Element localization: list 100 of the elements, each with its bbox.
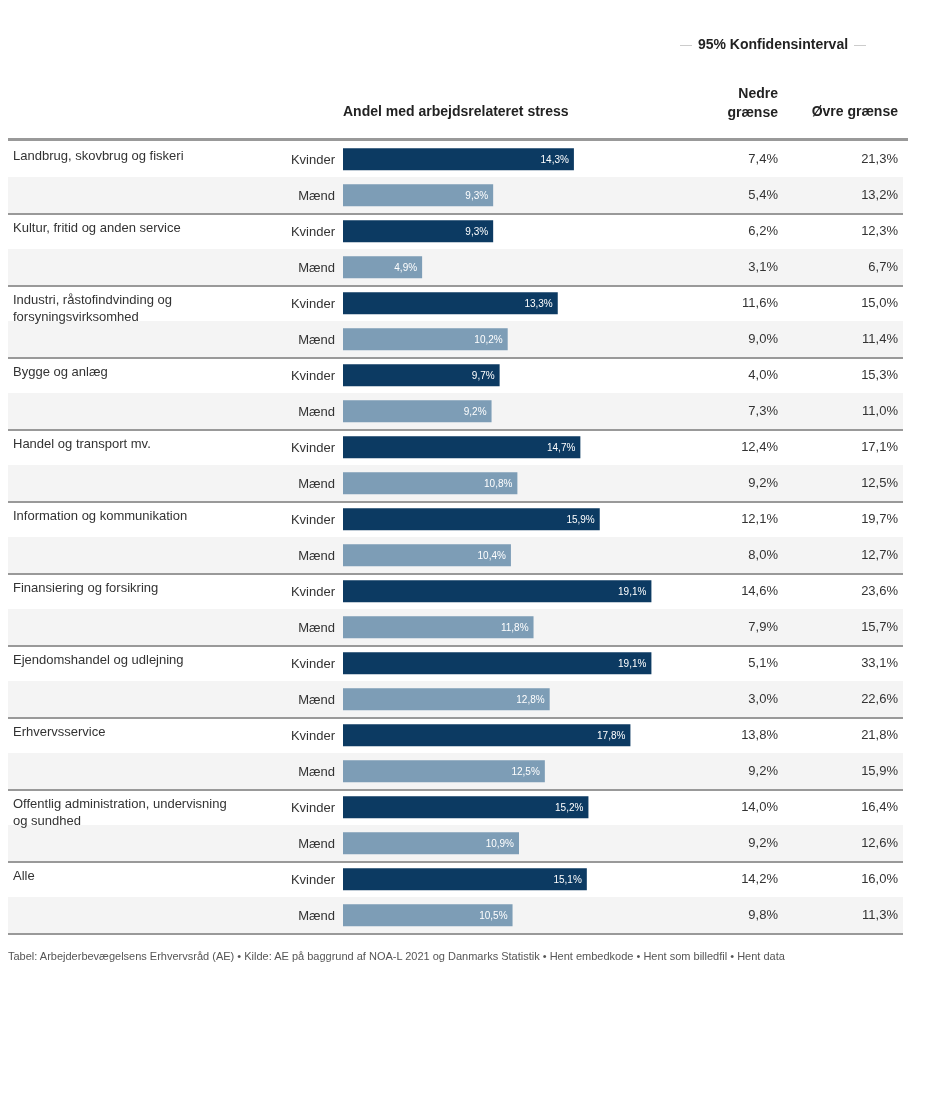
text: 95% Konfidensinterval [696,36,850,52]
text: 21,8% [860,727,898,742]
bar [343,544,511,567]
y-tick-label: Kvinder [290,439,336,455]
text: Landbrug, skovbrug og fiskeri [13,147,185,164]
y-tick-label: Kvinder [290,223,336,239]
text: 9,0% [747,331,778,346]
data-label: 4,9% [394,261,418,273]
text: 7,3% [747,403,778,418]
text: 9,2% [747,835,778,850]
bar [343,256,423,279]
text: 9,2% [747,475,778,490]
data-label: 12,5% [511,765,540,777]
text: 12,3% [860,223,898,238]
text: 11,0% [861,403,898,418]
text: Handel og transport mv. [13,435,152,452]
text: 11,4% [861,331,898,346]
text: 16,0% [860,871,898,886]
bar [343,292,558,315]
text: 15,3% [860,367,898,382]
text: 15,7% [860,619,898,634]
text: 5,1% [747,655,778,670]
y-tick-label: Mænd [298,259,335,275]
data-label: 14,3% [540,153,570,165]
text: 21,3% [860,151,898,166]
y-tick-label: Kvinder [290,511,336,527]
data-label: 9,3% [465,225,489,237]
y-tick-label: Mænd [298,547,335,563]
data-label: 17,8% [597,729,626,741]
text: 13,8% [740,727,778,742]
text: 19,7% [860,511,898,526]
text: 3,0% [747,691,778,706]
text: 14,2% [740,871,778,886]
text: Tabel: Arbejderbevægelsens Erhvervsråd (AE) • Kilde: AE på baggrund af NOA-L 2021 og Danmarks Statistik • Hent embedkode • Hent som billedfil • Hent data [8,949,786,964]
y-tick-label: Kvinder [290,583,336,599]
text: 12,6% [860,835,898,850]
y-tick-label: Mænd [298,619,335,635]
text: 6,7% [867,259,898,274]
bar [343,580,652,603]
bar [343,400,492,423]
text: 15,9% [860,763,898,778]
text: Finansiering og forsikring [13,579,160,596]
text: 33,1% [860,655,898,670]
y-tick-label: Kvinder [290,871,336,887]
text: 17,1% [860,439,898,454]
data-label: 15,9% [566,513,595,525]
bar [343,904,513,927]
data-label: 13,3% [524,297,553,309]
bar [343,760,545,783]
data-label: 9,2% [463,405,487,417]
data-label: 15,1% [553,873,582,885]
bar [343,796,589,819]
y-tick-label: Kvinder [290,799,336,815]
data-label: 11,8% [500,621,529,633]
text: Bygge og anlæg [13,363,109,380]
bar [343,436,581,459]
data-label: 14,7% [547,441,576,453]
bar [343,148,574,171]
bar [343,868,587,891]
y-tick-label: Mænd [298,331,335,347]
text: 12,4% [740,439,778,454]
bar [343,364,500,387]
text: 9,2% [747,763,778,778]
text: 8,0% [747,547,778,562]
y-tick-label: Kvinder [290,295,336,311]
bar [343,832,519,855]
text: Nedre grænse [726,84,778,122]
text: 9,8% [747,907,778,922]
y-tick-label: Mænd [298,187,335,203]
y-tick-label: Mænd [298,763,335,779]
text: Kultur, fritid og anden service [13,219,182,236]
text: Ejendomshandel og udlejning [13,651,185,668]
bar [343,724,631,747]
data-label: 19,1% [618,585,647,597]
y-tick-label: Mænd [298,403,335,419]
data-label: 12,8% [516,693,545,705]
data-label: 10,2% [474,333,503,345]
text: 13,2% [860,187,898,202]
data-label: 10,9% [485,837,515,849]
y-tick-label: Mænd [298,691,335,707]
bar [343,472,518,495]
y-tick-label: Kvinder [290,367,336,383]
data-label: 10,4% [477,549,507,561]
text: 11,6% [741,295,778,310]
text: 12,5% [860,475,898,490]
text: 16,4% [860,799,898,814]
text: 7,4% [747,151,778,166]
text: Erhvervsservice [13,723,107,740]
data-label: 19,1% [618,657,647,669]
bar [343,220,494,243]
bar [343,652,652,675]
text: 7,9% [747,619,778,634]
text: 14,0% [740,799,778,814]
text: 14,6% [740,583,778,598]
text: 12,7% [860,547,898,562]
text: Information og kommunikation [13,507,189,524]
y-tick-label: Kvinder [290,151,336,167]
y-tick-label: Mænd [298,835,335,851]
text: 12,1% [740,511,778,526]
y-tick-label: Mænd [298,907,335,923]
